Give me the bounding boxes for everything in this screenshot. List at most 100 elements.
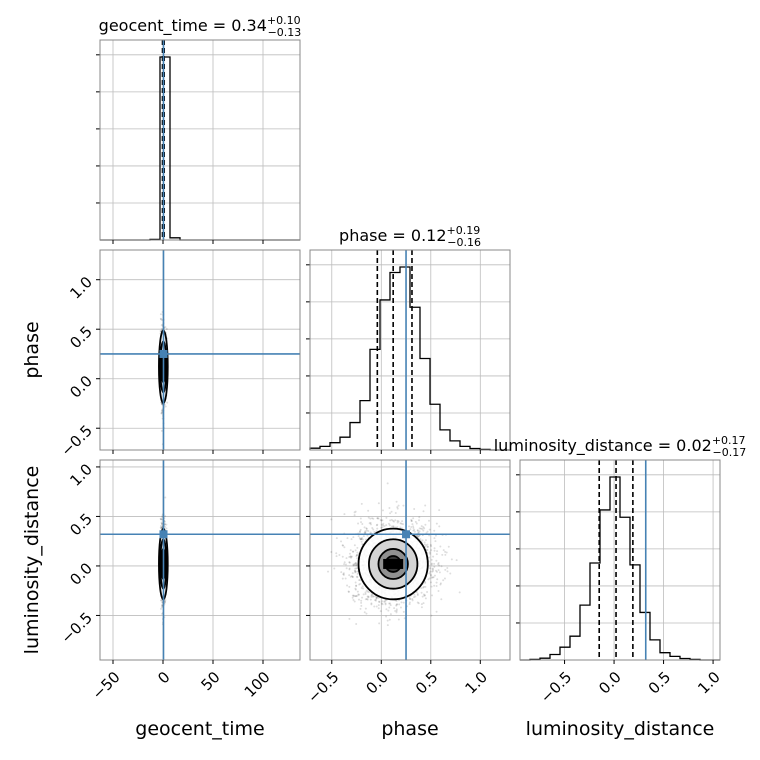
sample-point (360, 587, 363, 590)
sample-point (424, 539, 427, 542)
sample-point (356, 575, 359, 578)
sample-point (159, 313, 162, 316)
sample-point (412, 529, 415, 532)
sample-point (399, 606, 402, 609)
sample-point (439, 582, 442, 585)
sample-point (422, 586, 425, 589)
sample-point (349, 555, 352, 558)
sample-point (349, 575, 352, 578)
sample-point (381, 600, 384, 603)
sample-point (419, 538, 422, 541)
sample-point (438, 525, 441, 528)
sample-point (395, 603, 398, 606)
sample-point (438, 571, 441, 574)
sample-point (363, 526, 366, 529)
sample-point (418, 530, 421, 533)
histogram-phase (309, 266, 510, 451)
sample-point (422, 593, 425, 596)
sample-point (445, 551, 448, 554)
sample-point (417, 602, 420, 605)
sample-point (416, 594, 419, 597)
sample-point (381, 603, 384, 606)
sample-point (338, 553, 341, 556)
sample-point (415, 534, 418, 537)
ytick-label-luminosity_distance: 0.0 (66, 559, 96, 589)
sample-point (390, 518, 393, 521)
sample-point (428, 528, 431, 531)
sample-point (367, 516, 370, 519)
sample-point (439, 545, 442, 548)
sample-point (360, 604, 363, 607)
sample-point (410, 519, 413, 522)
sample-point (435, 610, 438, 613)
sample-point (388, 524, 391, 527)
sample-point (164, 600, 167, 603)
sample-point (365, 589, 368, 592)
sample-point (358, 531, 361, 534)
sample-point (370, 602, 373, 605)
sample-point (354, 570, 357, 573)
sample-point (431, 567, 434, 570)
sample-point (420, 606, 423, 609)
yaxis-label-luminosity_distance: luminosity_distance (21, 466, 43, 655)
sample-point (160, 328, 163, 331)
sample-point (356, 557, 359, 560)
sample-point (402, 523, 405, 526)
sample-point (161, 601, 164, 604)
sample-point (346, 584, 349, 587)
sample-point (432, 555, 435, 558)
sample-point (356, 576, 359, 579)
sample-point (389, 512, 392, 515)
sample-point (160, 604, 163, 607)
sample-point (369, 521, 372, 524)
diag-panel-geocent_time: geocent_time = 0.34+0.10 −0.13 (96, 14, 301, 244)
sample-point (450, 558, 453, 561)
sample-point (357, 598, 360, 601)
sample-point (395, 500, 398, 503)
sample-point (372, 595, 375, 598)
sample-point (435, 585, 438, 588)
sample-point (360, 538, 363, 541)
sample-point (430, 545, 433, 548)
sample-point (351, 572, 354, 575)
sample-point (430, 585, 433, 588)
sample-point (416, 529, 419, 532)
sample-point (398, 603, 401, 606)
sample-point (160, 527, 163, 530)
sample-point (374, 595, 377, 598)
sample-point (343, 546, 346, 549)
sample-point (344, 563, 347, 566)
sample-point (160, 324, 163, 327)
sample-point (159, 329, 162, 332)
sample-point (345, 557, 348, 560)
sample-point (397, 504, 400, 507)
sample-point (342, 573, 345, 576)
sample-point (159, 517, 162, 520)
sample-point (164, 598, 167, 601)
panel-frame (99, 459, 301, 661)
sample-point (394, 512, 397, 515)
xaxis-label-phase: phase (381, 718, 438, 740)
sample-point (363, 611, 366, 614)
scatter-panel-geocent_time-phase (96, 249, 301, 454)
panel-frame (519, 459, 721, 661)
sample-point (159, 518, 162, 521)
sample-point (165, 328, 168, 331)
sample-point (160, 599, 163, 602)
sample-point (370, 595, 373, 598)
xtick-label-phase: 1.0 (461, 668, 491, 698)
scatter-panel-geocent_time-luminosity_distance (96, 459, 301, 664)
sample-point (396, 603, 399, 606)
sample-point (397, 618, 400, 621)
sample-point (430, 574, 433, 577)
sample-point (360, 521, 363, 524)
sample-point (160, 522, 163, 525)
sample-point (431, 594, 434, 597)
sample-point (355, 585, 358, 588)
sample-point (437, 590, 440, 593)
sample-point (423, 543, 426, 546)
sample-point (360, 540, 363, 543)
sample-point (422, 510, 425, 513)
sample-point (425, 544, 428, 547)
sample-point (396, 507, 399, 510)
